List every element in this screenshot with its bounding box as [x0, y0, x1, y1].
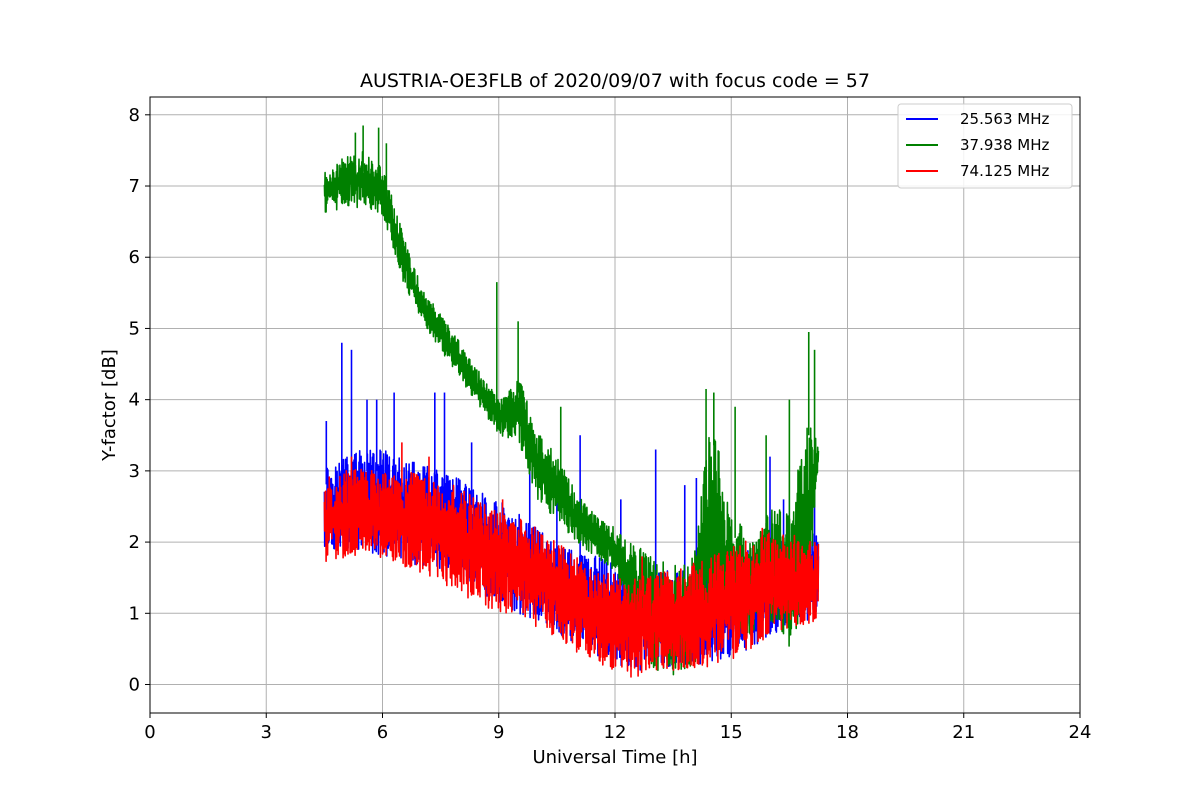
y-tick-label: 7 — [129, 176, 140, 197]
x-tick-label: 15 — [720, 722, 743, 743]
chart-title: AUSTRIA-OE3FLB of 2020/09/07 with focus … — [360, 70, 870, 92]
x-tick-label: 24 — [1069, 722, 1092, 743]
y-tick-label: 3 — [129, 461, 140, 482]
legend-box — [897, 103, 1073, 189]
y-tick-label: 0 — [129, 675, 140, 696]
x-axis-label: Universal Time [h] — [532, 747, 697, 768]
x-tick-label: 3 — [261, 722, 272, 743]
series-line-2 — [323, 468, 820, 678]
legend-entry: 74.125 MHz — [960, 162, 1049, 180]
x-tick-label: 21 — [952, 722, 975, 743]
x-tick-label: 9 — [493, 722, 504, 743]
plot-area — [323, 125, 820, 678]
y-tick-label: 6 — [129, 247, 140, 268]
x-tick-label: 12 — [604, 722, 627, 743]
x-tick-label: 18 — [836, 722, 859, 743]
series-2 — [323, 442, 820, 678]
y-tick-label: 1 — [129, 603, 140, 624]
y-tick-label: 5 — [129, 318, 140, 339]
y-tick-label: 2 — [129, 532, 140, 553]
y-tick-label: 4 — [129, 390, 140, 411]
y-axis-label: Y-factor [dB] — [99, 349, 120, 462]
y-tick-label: 8 — [129, 105, 140, 126]
x-tick-label: 6 — [377, 722, 388, 743]
x-tick-label: 0 — [144, 722, 155, 743]
legend-entry: 25.563 MHz — [960, 110, 1049, 128]
legend-entry: 37.938 MHz — [960, 136, 1049, 154]
legend: 25.563 MHz 37.938 MHz 74.125 MHz — [897, 103, 1073, 189]
